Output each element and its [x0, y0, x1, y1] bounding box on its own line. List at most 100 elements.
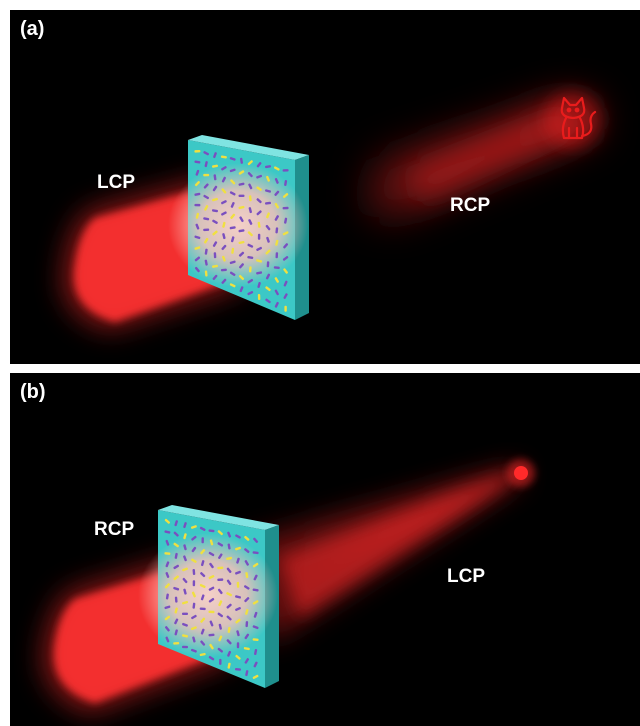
nanorod-array-a — [194, 150, 289, 312]
nanorod — [245, 621, 249, 628]
panel-a-illustration — [63, 92, 601, 330]
nanorod — [252, 674, 259, 679]
nanorod — [183, 555, 187, 562]
nanorod — [200, 628, 205, 635]
nanorod — [226, 603, 232, 609]
nanorod — [274, 177, 279, 184]
nanorod — [274, 190, 280, 196]
nanorod — [217, 647, 223, 653]
nanorod — [229, 283, 236, 288]
nanorod — [200, 549, 206, 555]
nanorod — [208, 610, 215, 614]
nanorod — [182, 600, 188, 605]
nanorod — [226, 639, 232, 645]
nanorod — [274, 289, 279, 296]
nanorod — [194, 256, 201, 262]
nanorod — [282, 231, 289, 236]
nanorod — [181, 612, 189, 616]
nanorod — [173, 564, 180, 570]
nanorod — [213, 252, 217, 259]
nanorod — [200, 560, 205, 567]
nanorod — [213, 152, 217, 159]
nanorod — [164, 605, 171, 610]
nanorod — [212, 185, 218, 192]
nanorod — [253, 611, 258, 618]
nanorod — [212, 230, 218, 236]
nanorod — [244, 535, 250, 541]
panel-b: (b) RCP LCP — [10, 373, 640, 726]
nanorod — [284, 179, 288, 187]
nanorod — [209, 643, 214, 650]
nanorod — [234, 668, 242, 671]
nanorod — [192, 580, 196, 587]
nanorod — [221, 176, 226, 183]
nanorod — [208, 633, 215, 637]
nanorod — [164, 530, 171, 534]
nanorod — [204, 205, 209, 211]
nanorod — [282, 193, 289, 198]
nanorod — [173, 531, 179, 537]
metasurface-b — [138, 505, 279, 688]
nanorod — [217, 542, 224, 547]
nanorod — [203, 183, 209, 189]
nanorod — [244, 658, 250, 664]
nanorod — [235, 570, 241, 575]
nanorod — [282, 206, 289, 210]
nanorod — [203, 237, 209, 244]
nanorod — [217, 588, 223, 595]
nanorod — [194, 246, 201, 250]
nanorod — [173, 641, 180, 645]
nanorod — [173, 586, 180, 591]
nanorod — [174, 629, 178, 636]
nanorod — [190, 525, 197, 529]
nanorod — [220, 268, 227, 272]
nanorod — [199, 652, 206, 657]
nanorod — [252, 588, 259, 592]
nanorod — [252, 638, 259, 642]
nanorod — [192, 568, 196, 576]
nanorod — [244, 633, 250, 640]
nanorod — [227, 543, 231, 550]
nanorod — [209, 562, 214, 569]
nanorod — [235, 618, 241, 624]
output-polarization-label-a: RCP — [450, 195, 491, 216]
nanorod — [221, 200, 227, 205]
nanorod — [217, 566, 224, 570]
nanorod — [248, 183, 253, 190]
nanorod — [229, 191, 236, 196]
input-polarization-label-b: RCP — [94, 519, 135, 540]
nanorod — [221, 255, 226, 262]
nanorod — [257, 221, 261, 228]
nanorod — [252, 562, 259, 568]
nanorod — [203, 228, 210, 232]
nanorod — [254, 648, 258, 656]
nanorod — [247, 172, 253, 178]
nanorod — [229, 226, 236, 230]
output-polarization-label-b: LCP — [447, 566, 485, 587]
nanorod — [275, 227, 279, 234]
nanorod — [174, 520, 179, 527]
nanorod — [256, 246, 262, 251]
nanorod — [231, 247, 235, 254]
nanorod — [238, 170, 245, 175]
nanorod — [245, 670, 249, 677]
nanorod — [230, 213, 236, 219]
nanorod — [192, 602, 196, 609]
nanorod — [191, 614, 197, 620]
output-beam-b — [240, 468, 522, 643]
nanorod — [252, 551, 259, 555]
nanorod — [244, 560, 249, 566]
nanorod — [283, 243, 289, 249]
nanorod — [253, 537, 259, 543]
nanorod — [165, 572, 170, 578]
nanorod — [204, 270, 208, 277]
nanorod — [208, 655, 215, 661]
nanorod — [238, 205, 245, 210]
nanorod — [235, 534, 241, 539]
nanorod — [248, 207, 252, 214]
nanorod — [266, 175, 270, 182]
nanorod — [208, 597, 215, 603]
nanorod — [191, 546, 197, 553]
nanorod — [195, 212, 200, 219]
nanorod — [217, 578, 224, 581]
